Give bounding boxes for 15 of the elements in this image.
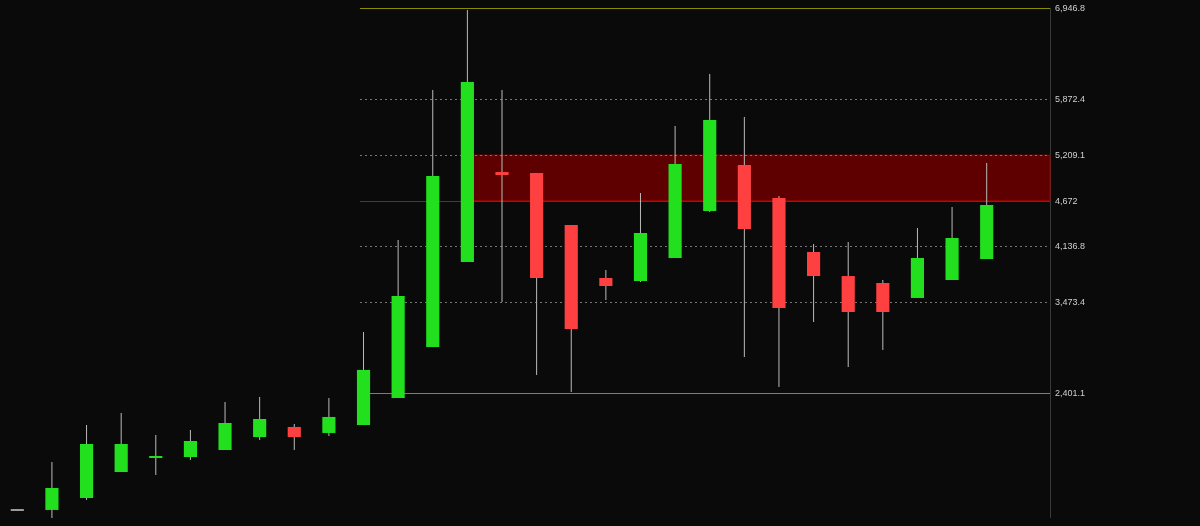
- candlestick: [149, 434, 163, 476]
- candlestick: [599, 269, 613, 301]
- candlestick: [183, 429, 197, 461]
- y-tick-label: 5,209.1: [1055, 149, 1086, 160]
- candlestick: [495, 89, 509, 303]
- y-tick-label: 4,136.8: [1055, 240, 1086, 251]
- y-tick-label: 2,401.1: [1055, 387, 1086, 398]
- y-tick-label: 6,946.8: [1055, 2, 1086, 13]
- y-tick-label: 3,473.4: [1055, 296, 1086, 307]
- candlestick: [287, 423, 301, 451]
- candlestick: [45, 461, 59, 519]
- candlestick: [322, 397, 336, 437]
- candlestick: [253, 396, 267, 441]
- y-tick-label: 4,672: [1055, 195, 1078, 206]
- y-tick-label: 5,872.4: [1055, 93, 1086, 104]
